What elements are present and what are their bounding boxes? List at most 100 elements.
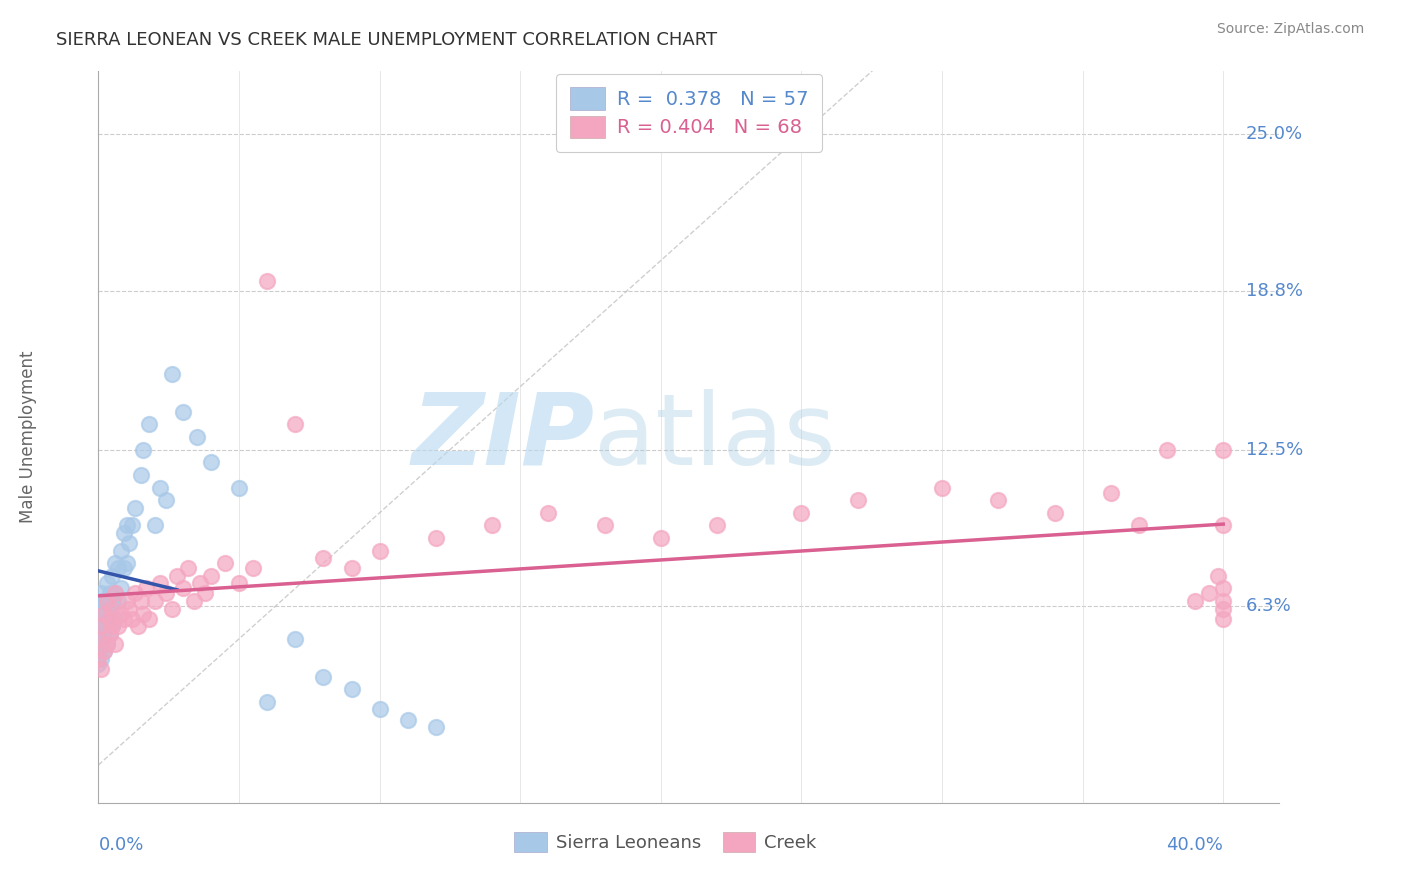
Creek	[172, 582, 194, 596]
Creek	[368, 543, 391, 558]
Creek	[93, 607, 115, 621]
Sierra Leoneans	[87, 594, 110, 608]
Creek	[1206, 569, 1229, 583]
Creek	[104, 586, 127, 600]
Sierra Leoneans	[104, 586, 127, 600]
Creek	[160, 601, 183, 615]
Sierra Leoneans	[129, 467, 152, 482]
Creek	[256, 274, 278, 288]
Sierra Leoneans	[93, 627, 115, 641]
Text: atlas: atlas	[595, 389, 837, 485]
Creek	[284, 417, 307, 432]
Creek	[110, 607, 132, 621]
Creek	[138, 612, 160, 626]
Creek	[846, 493, 869, 508]
Text: 6.3%: 6.3%	[1246, 597, 1292, 615]
Text: 0.0%: 0.0%	[98, 836, 143, 854]
Sierra Leoneans	[112, 561, 135, 575]
Creek	[104, 637, 127, 651]
Creek	[1212, 518, 1234, 533]
Creek	[1198, 586, 1220, 600]
Sierra Leoneans	[87, 607, 110, 621]
Sierra Leoneans	[132, 442, 155, 457]
Sierra Leoneans	[107, 561, 129, 575]
Sierra Leoneans	[155, 493, 177, 508]
Legend: Sierra Leoneans, Creek: Sierra Leoneans, Creek	[508, 824, 824, 860]
Sierra Leoneans	[87, 619, 110, 633]
Sierra Leoneans	[160, 367, 183, 381]
Creek	[90, 619, 112, 633]
Sierra Leoneans	[149, 481, 172, 495]
Creek	[101, 619, 124, 633]
Text: SIERRA LEONEAN VS CREEK MALE UNEMPLOYMENT CORRELATION CHART: SIERRA LEONEAN VS CREEK MALE UNEMPLOYMEN…	[56, 31, 717, 49]
Creek	[1212, 601, 1234, 615]
Creek	[1212, 612, 1234, 626]
Creek	[790, 506, 813, 520]
Creek	[340, 561, 363, 575]
Sierra Leoneans	[90, 637, 112, 651]
Sierra Leoneans	[396, 713, 419, 727]
Creek	[93, 644, 115, 658]
Sierra Leoneans	[340, 682, 363, 697]
Creek	[96, 637, 118, 651]
Sierra Leoneans	[107, 594, 129, 608]
Text: 18.8%: 18.8%	[1246, 282, 1303, 300]
Sierra Leoneans	[312, 670, 335, 684]
Sierra Leoneans	[368, 702, 391, 716]
Creek	[228, 576, 250, 591]
Sierra Leoneans	[200, 455, 222, 469]
Creek	[1212, 442, 1234, 457]
Text: 25.0%: 25.0%	[1246, 126, 1303, 144]
Creek	[177, 561, 200, 575]
Creek	[706, 518, 728, 533]
Creek	[118, 601, 141, 615]
Creek	[425, 531, 447, 545]
Text: Source: ZipAtlas.com: Source: ZipAtlas.com	[1216, 22, 1364, 37]
Creek	[987, 493, 1010, 508]
Creek	[143, 594, 166, 608]
Sierra Leoneans	[115, 518, 138, 533]
Sierra Leoneans	[124, 500, 146, 515]
Sierra Leoneans	[138, 417, 160, 432]
Creek	[593, 518, 616, 533]
Creek	[183, 594, 205, 608]
Sierra Leoneans	[93, 644, 115, 658]
Creek	[1099, 485, 1122, 500]
Creek	[132, 607, 155, 621]
Sierra Leoneans	[101, 619, 124, 633]
Sierra Leoneans	[96, 619, 118, 633]
Creek	[124, 586, 146, 600]
Creek	[101, 601, 124, 615]
Creek	[98, 612, 121, 626]
Creek	[127, 619, 149, 633]
Sierra Leoneans	[104, 612, 127, 626]
Sierra Leoneans	[112, 525, 135, 540]
Creek	[200, 569, 222, 583]
Creek	[96, 594, 118, 608]
Text: Male Unemployment: Male Unemployment	[20, 351, 37, 524]
Creek	[312, 551, 335, 566]
Creek	[135, 582, 157, 596]
Creek	[107, 619, 129, 633]
Creek	[155, 586, 177, 600]
Sierra Leoneans	[98, 627, 121, 641]
Creek	[98, 627, 121, 641]
Creek	[537, 506, 560, 520]
Sierra Leoneans	[93, 594, 115, 608]
Creek	[242, 561, 264, 575]
Creek	[188, 576, 211, 591]
Sierra Leoneans	[101, 594, 124, 608]
Sierra Leoneans	[256, 695, 278, 709]
Sierra Leoneans	[98, 586, 121, 600]
Text: 12.5%: 12.5%	[1246, 441, 1303, 458]
Creek	[166, 569, 188, 583]
Sierra Leoneans	[115, 556, 138, 570]
Sierra Leoneans	[101, 569, 124, 583]
Creek	[121, 612, 143, 626]
Sierra Leoneans	[284, 632, 307, 646]
Creek	[650, 531, 672, 545]
Sierra Leoneans	[96, 637, 118, 651]
Text: 40.0%: 40.0%	[1167, 836, 1223, 854]
Creek	[87, 632, 110, 646]
Creek	[149, 576, 172, 591]
